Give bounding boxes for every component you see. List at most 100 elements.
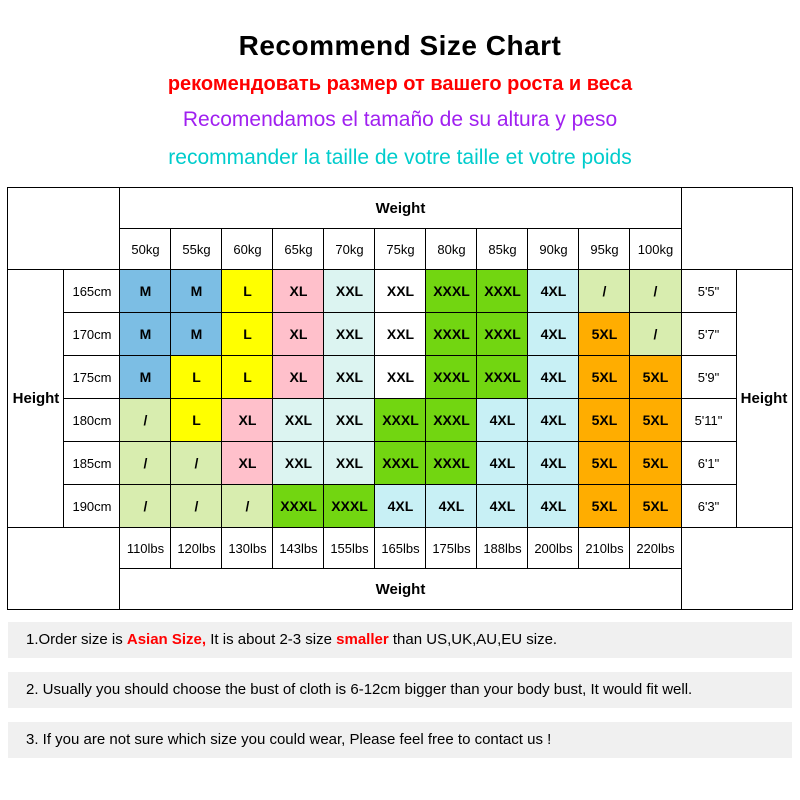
table-data-row: Height 165cm M M L XL XXL XXL XXXL XXXL 4XL //5'5" H…	[7, 269, 793, 529]
weight-lbs-header: 220lbs	[629, 527, 682, 570]
size-cell: 4XL	[527, 355, 580, 400]
size-cell: XL	[272, 312, 325, 357]
weight-kg-header: 65kg	[272, 228, 325, 271]
weight-lbs-header: 175lbs	[425, 527, 478, 570]
note-text: smaller	[336, 631, 389, 649]
corner-top-left	[7, 187, 121, 271]
size-cell: XXXL	[425, 398, 478, 443]
subtitle-russian: рекомендовать размер от вашего роста и в…	[167, 73, 633, 95]
note-text: than US,UK,AU,EU size.	[388, 631, 558, 649]
size-cell: 5XL	[578, 398, 631, 443]
note-1: 1.Order size is Asian Size, It is about …	[8, 622, 792, 659]
corner-bottom-right	[680, 527, 793, 611]
size-cell: XL	[221, 441, 274, 486]
size-cell: L	[221, 312, 274, 357]
size-cell: XL	[272, 355, 325, 400]
size-cell: XXXL	[374, 441, 427, 486]
size-cell: 4XL	[527, 484, 580, 529]
size-cell: /	[221, 484, 274, 529]
size-cell: 4XL	[527, 398, 580, 443]
size-cell: XXL	[374, 355, 427, 400]
weight-kg-header: 80kg	[425, 228, 478, 271]
height-cm-header: 185cm	[63, 441, 121, 486]
size-cell: 5XL	[629, 398, 682, 443]
size-cell: XXXL	[425, 355, 478, 400]
size-cell: /	[170, 484, 223, 529]
height-label-left: Height	[7, 269, 65, 529]
weight-kg-header: 90kg	[527, 228, 580, 271]
height-ft-label: 5'7"	[680, 312, 737, 357]
size-cell: 4XL	[476, 398, 529, 443]
note-text: Asian Size,	[126, 631, 207, 649]
weight-lbs-header: 200lbs	[527, 527, 580, 570]
size-cell: XXXL	[425, 312, 478, 357]
table-data-row: 175cm M L L XL XXL XXL XXXL XXXL 4XL 5XL 5XL 5'9"	[8, 355, 792, 400]
size-cell: M	[119, 355, 172, 400]
note-2: 2. Usually you should choose the bust of…	[8, 672, 792, 709]
size-cell: L	[221, 355, 274, 400]
table-data-row: 185cm / / XL XXL XXL XXXL XXXL 4XL 4XL 5XL 5XL 6'1"	[8, 441, 792, 486]
size-cell: /	[119, 484, 172, 529]
size-cell: 4XL	[527, 441, 580, 486]
weight-kg-header: 70kg	[323, 228, 376, 271]
size-cell: XXL	[323, 398, 376, 443]
size-cell: XL	[272, 269, 325, 314]
weight-lbs-header: 188lbs	[476, 527, 529, 570]
size-chart-table: Weight 50kg 55kg 60kg 65kg 70kg 75kg 80kg 85kg 90…	[7, 187, 793, 611]
table-data-row: 180cm / L XL XXL XXL XXXL XXXL 4XL 4XL 5XL 5XL 5'11"	[8, 398, 792, 443]
size-cell: 5XL	[629, 441, 682, 486]
size-cell: 5XL	[578, 355, 631, 400]
weight-lbs-header: 130lbs	[221, 527, 274, 570]
size-cell: /	[629, 269, 682, 314]
height-cm-header: 175cm	[63, 355, 121, 400]
size-cell: 4XL	[476, 441, 529, 486]
size-cell: 4XL	[527, 269, 580, 314]
size-cell: XXXL	[476, 312, 529, 357]
weight-kg-header: 50kg	[119, 228, 172, 271]
notes: 1.Order size is Asian Size, It is about …	[8, 622, 792, 759]
size-cell: /	[170, 441, 223, 486]
size-cell: XXL	[323, 441, 376, 486]
weight-top-label: Weight	[119, 187, 682, 230]
size-cell: XXXL	[425, 441, 478, 486]
size-cell: L	[170, 355, 223, 400]
weight-bottom-label: Weight	[119, 568, 682, 611]
size-cell: XXL	[374, 312, 427, 357]
size-cell: M	[170, 312, 223, 357]
table-data-row: 170cm M M L XL XXL XXL XXXL XXXL 4XL 5XL/5'7"	[8, 312, 792, 357]
header: Recommend Size Chart рекомендовать разме…	[0, 30, 800, 169]
size-cell: XXXL	[425, 269, 478, 314]
size-cell: L	[170, 398, 223, 443]
weight-lbs-header: 165lbs	[374, 527, 427, 570]
weight-lbs-header: 210lbs	[578, 527, 631, 570]
weight-lbs-header: 110lbs	[119, 527, 172, 570]
page-title: Recommend Size Chart	[238, 30, 562, 61]
note-text: 1.Order size is	[26, 631, 127, 649]
size-cell: XXL	[374, 269, 427, 314]
size-cell: XL	[221, 398, 274, 443]
weight-lbs-header: 143lbs	[272, 527, 325, 570]
table-footer-row-weight: Weight	[8, 568, 792, 611]
size-cell: XXXL	[476, 269, 529, 314]
size-cell: XXL	[272, 398, 325, 443]
size-cell: /	[119, 441, 172, 486]
table-kg-row: 50kg 55kg 60kg 65kg 70kg 75kg 80kg 85kg 90kg 95kg…	[8, 228, 792, 271]
weight-kg-header: 55kg	[170, 228, 223, 271]
size-cell: /	[578, 269, 631, 314]
size-cell: XXL	[272, 441, 325, 486]
note-text: 2. Usually you should choose the bust of…	[26, 681, 693, 699]
weight-lbs-header: 155lbs	[323, 527, 376, 570]
subtitle-spanish: Recomendamos el tamaño de su altura y pe…	[182, 108, 618, 131]
height-label-right: Height	[735, 269, 793, 529]
size-cell: M	[119, 269, 172, 314]
weight-kg-header: 85kg	[476, 228, 529, 271]
table-header-row-weight: Weight	[7, 187, 793, 271]
corner-bottom-left	[7, 527, 121, 611]
weight-kg-header: 60kg	[221, 228, 274, 271]
size-cell: L	[221, 269, 274, 314]
weight-kg-header: 100kg	[629, 228, 682, 271]
note-text: It is about 2-3 size	[206, 631, 337, 649]
size-cell: XXL	[323, 269, 376, 314]
height-cm-header: 170cm	[63, 312, 121, 357]
size-cell: 4XL	[425, 484, 478, 529]
